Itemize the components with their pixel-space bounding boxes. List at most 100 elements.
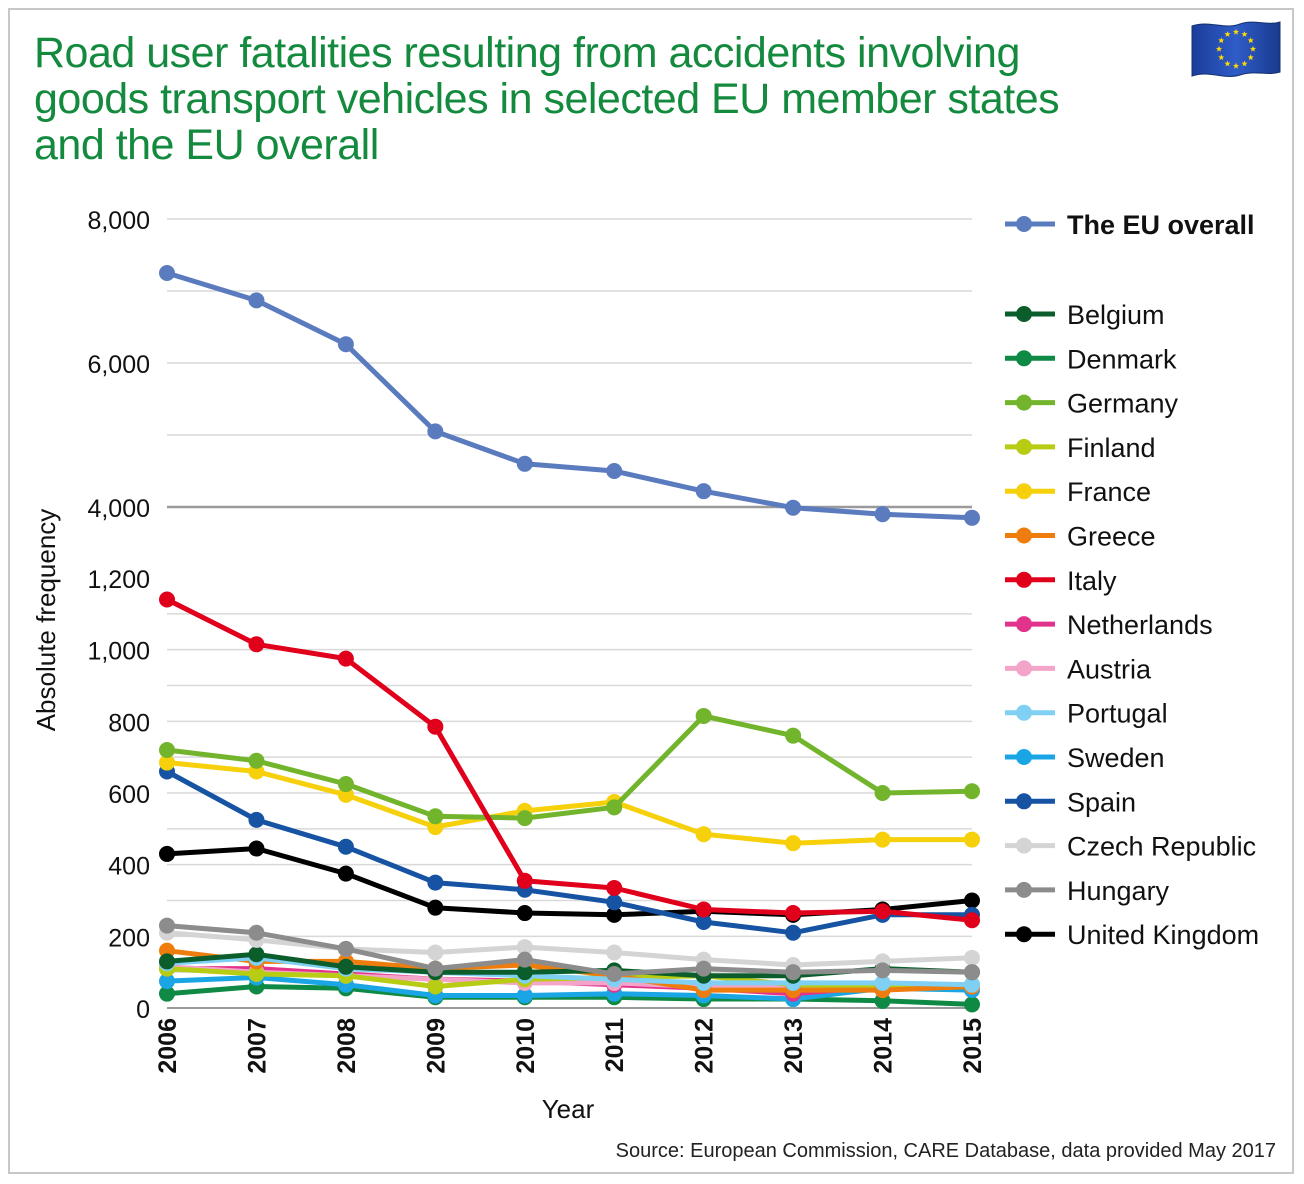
legend-layer: The EU overall Belgium Denmark Germany Finla… [1005,210,1259,950]
x-tick-label: 2010 [512,1018,540,1074]
data-point [785,835,802,852]
data-point [248,752,265,769]
y-tick-label: 200 [108,924,150,952]
data-point [159,742,175,758]
legend-item: Denmark [1005,344,1177,374]
series-line [166,713,973,821]
series-line [166,846,973,918]
legend-swatch-marker [1016,350,1032,367]
data-point [964,949,980,966]
data-point [695,826,712,843]
x-tick-label: 2012 [691,1018,719,1074]
data-point [516,810,533,827]
data-point [516,987,533,1004]
data-point [248,965,265,982]
legend-label: The EU overall [1067,210,1255,240]
data-point [606,944,623,961]
data-point [337,650,354,667]
legend-item: France [1005,477,1151,507]
flag-star-icon [1232,28,1240,35]
data-point [964,783,980,800]
legend-swatch-marker [1016,394,1032,411]
legend-label: United Kingdom [1067,920,1259,950]
legend-label: Spain [1067,787,1136,817]
y-tick-label: 0 [136,996,150,1024]
data-point [337,940,354,957]
data-point [427,978,444,995]
legend-swatch-marker [1016,749,1032,765]
series-line [166,270,973,521]
legend-label: Netherlands [1067,610,1213,640]
data-point [337,336,354,353]
x-tick-label: 2009 [422,1018,450,1074]
x-tick-label: 2014 [870,1018,898,1074]
series-line [166,955,973,988]
x-tick-label: 2015 [959,1018,987,1074]
data-point [964,892,980,909]
data-point [427,808,444,825]
title-line-1: Road user fatalities resulting from acci… [34,29,1020,77]
data-point [516,872,533,889]
legend-swatch-marker [1016,793,1032,810]
data-point [785,727,802,744]
legend-item: Hungary [1005,876,1170,906]
series-layer [159,265,980,1013]
series-italy [159,591,980,929]
legend-swatch-marker [1016,704,1032,721]
source-note: Source: European Commission, CARE Databa… [615,1140,1276,1162]
legend-item: United Kingdom [1005,920,1259,950]
x-tick-label: 2007 [243,1018,271,1074]
flag-star-icon [1247,54,1254,61]
data-point [337,865,354,882]
series-line [166,923,973,977]
eu-flag-icon [1191,21,1281,77]
y-tick-label: 4,000 [87,495,150,523]
y-tick-label: 1,200 [87,566,150,594]
flag-star-icon [1249,45,1257,52]
flag-star-icon [1218,54,1225,61]
data-point [516,951,533,968]
data-point [964,964,980,981]
flag-star-icon [1224,60,1231,67]
axis-layer: 4,000 6,000 8,000 0 200 400 600 800 1,000 1,200 20… [87,207,987,1074]
legend-item: The EU overall [1005,210,1255,240]
data-point [159,265,175,281]
legend-label: France [1067,477,1151,507]
data-point [337,776,354,793]
data-point [964,996,980,1013]
legend-label: Sweden [1067,743,1165,773]
data-point [695,483,712,500]
legend-swatch-marker [1016,571,1032,588]
data-point [248,636,265,653]
x-tick-label: 2011 [601,1018,629,1072]
y-tick-label: 400 [108,853,150,881]
legend-label: Belgium [1067,300,1165,330]
data-point [248,811,265,828]
data-point [606,965,623,982]
data-point [695,707,712,724]
legend-item: Netherlands [1005,610,1213,640]
flag-star-icon [1232,62,1240,69]
legend-label: Germany [1067,389,1179,419]
data-point [159,754,175,771]
flag-star-icon [1241,31,1248,37]
legend-item: Germany [1005,389,1179,419]
legend-item: Austria [1005,654,1152,684]
legend-label: Portugal [1067,699,1168,729]
y-tick-label: 800 [108,709,150,737]
series-line [166,930,973,968]
data-point [695,914,712,930]
series-line [166,760,972,846]
data-point [248,946,265,963]
legend-swatch-marker [1016,306,1032,322]
data-point [964,831,980,848]
data-point [159,953,175,970]
series-germany [159,707,980,827]
data-point [695,960,712,977]
data-point [248,924,265,941]
legend-swatch-marker [1016,483,1032,500]
y-tick-label: 6,000 [87,351,150,379]
x-axis-label: Year [542,1094,595,1124]
flag-star-icon [1241,60,1248,67]
